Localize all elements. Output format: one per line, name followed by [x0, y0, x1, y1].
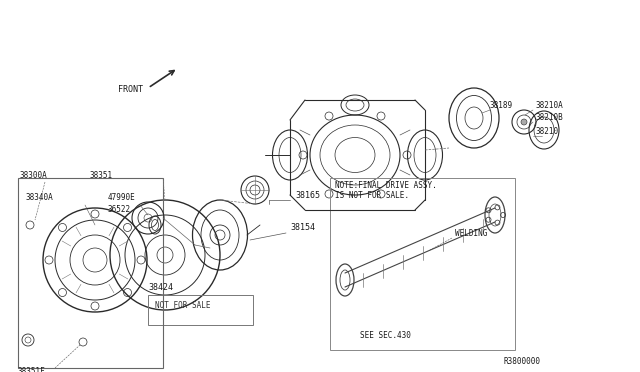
Text: 38154: 38154 — [290, 224, 315, 232]
Text: 38189: 38189 — [490, 100, 513, 109]
Text: 38210A: 38210A — [535, 100, 563, 109]
Circle shape — [521, 119, 527, 125]
Text: 47990E: 47990E — [108, 193, 136, 202]
Text: FRONT: FRONT — [118, 86, 143, 94]
Text: WELDING: WELDING — [455, 228, 488, 237]
Bar — [148, 295, 253, 325]
Text: 38300A: 38300A — [20, 170, 48, 180]
Text: 38351F: 38351F — [18, 368, 45, 372]
Text: 38424: 38424 — [148, 283, 173, 292]
Text: 38351: 38351 — [90, 170, 113, 180]
Text: 38210: 38210 — [535, 128, 558, 137]
Bar — [330, 178, 515, 350]
Text: NOTE:FINAL DRIVE ASSY.: NOTE:FINAL DRIVE ASSY. — [335, 180, 436, 189]
Text: NOT FOR SALE: NOT FOR SALE — [155, 301, 211, 311]
Text: 38210B: 38210B — [535, 113, 563, 122]
Text: SEE SEC.430: SEE SEC.430 — [360, 330, 411, 340]
Text: IS NOT FOR SALE.: IS NOT FOR SALE. — [335, 192, 409, 201]
Text: R3800000: R3800000 — [503, 357, 540, 366]
Text: 38165: 38165 — [295, 190, 320, 199]
Bar — [18, 178, 163, 368]
Text: 38340A: 38340A — [25, 193, 52, 202]
Text: 36522: 36522 — [108, 205, 131, 215]
